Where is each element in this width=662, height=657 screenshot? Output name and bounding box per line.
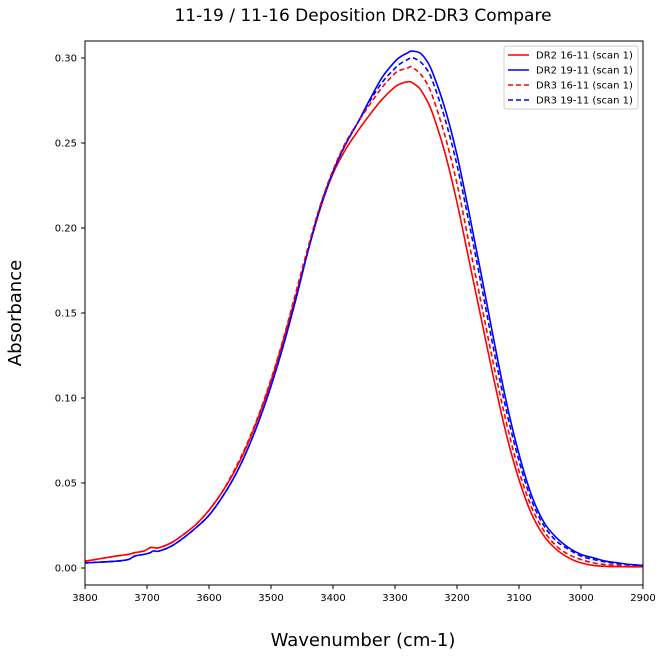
x-tick-label: 3200 (444, 593, 469, 604)
x-tick-label: 3000 (568, 593, 593, 604)
legend-label: DR2 19-11 (scan 1) (536, 66, 633, 77)
y-tick-label: 0.20 (55, 224, 77, 235)
y-tick-label: 0.00 (55, 564, 77, 575)
series-line-2 (85, 50, 643, 567)
y-tick-label: 0.10 (55, 394, 77, 405)
legend-label: DR2 16-11 (scan 1) (536, 51, 633, 62)
legend: DR2 16-11 (scan 1) DR2 19-11 (scan 1) DR3 … (503, 45, 639, 110)
y-tick-label: 0.30 (55, 54, 77, 65)
x-tick-label: 3100 (506, 593, 531, 604)
x-axis: 3800 3700 3600 3500 3400 3300 3200 3100 3000 2900 (72, 585, 656, 604)
y-axis-label: Absorbance (5, 260, 26, 366)
y-tick-label: 0.15 (55, 309, 77, 320)
x-tick-label: 2900 (630, 593, 655, 604)
series-line-3 (85, 65, 643, 568)
y-axis: 0.00 0.05 0.10 0.15 0.20 0.25 0.30 (55, 54, 85, 575)
x-tick-label: 3400 (320, 593, 345, 604)
x-tick-label: 3300 (382, 593, 407, 604)
series-line-1 (85, 80, 643, 568)
series-layer (85, 50, 643, 568)
x-tick-label: 3600 (196, 593, 221, 604)
chart-title: 11-19 / 11-16 Deposition DR2-DR3 Compare (174, 6, 551, 26)
x-tick-label: 3800 (72, 593, 97, 604)
legend-label: DR3 16-11 (scan 1) (536, 81, 633, 92)
x-tick-label: 3700 (134, 593, 159, 604)
legend-label: DR3 19-11 (scan 1) (536, 96, 633, 107)
x-axis-label: Wavenumber (cm-1) (271, 630, 456, 651)
x-tick-label: 3500 (258, 593, 283, 604)
y-tick-label: 0.25 (55, 139, 77, 150)
series-line-4 (85, 56, 643, 567)
y-tick-label: 0.05 (55, 479, 77, 490)
legend-box (503, 45, 639, 110)
